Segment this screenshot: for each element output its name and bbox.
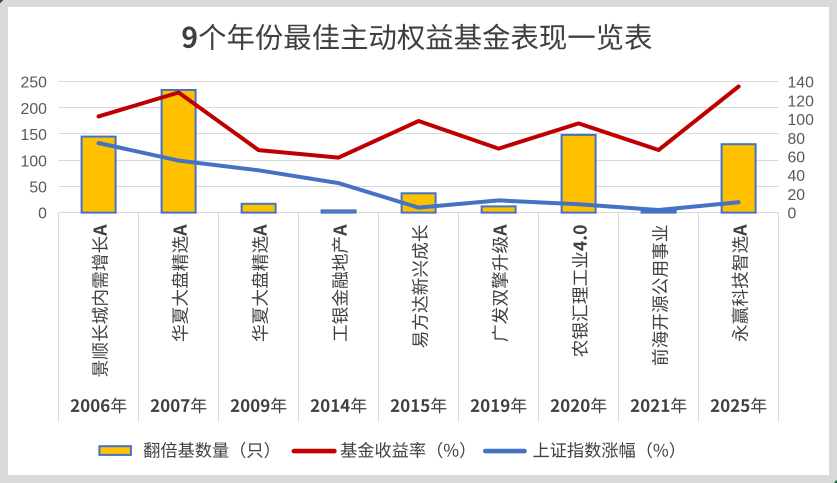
svg-text:250: 250 [21,75,48,92]
svg-text:150: 150 [21,127,48,144]
svg-text:140: 140 [788,75,815,92]
svg-text:60: 60 [788,150,806,167]
svg-text:100: 100 [21,153,48,170]
svg-text:80: 80 [788,131,806,148]
svg-text:40: 40 [788,168,806,185]
svg-text:100: 100 [788,112,815,129]
svg-text:0: 0 [788,206,797,223]
svg-text:0: 0 [38,206,47,223]
svg-text:20: 20 [788,187,806,204]
svg-text:120: 120 [788,93,815,110]
svg-text:200: 200 [21,101,48,118]
svg-text:50: 50 [29,180,47,197]
